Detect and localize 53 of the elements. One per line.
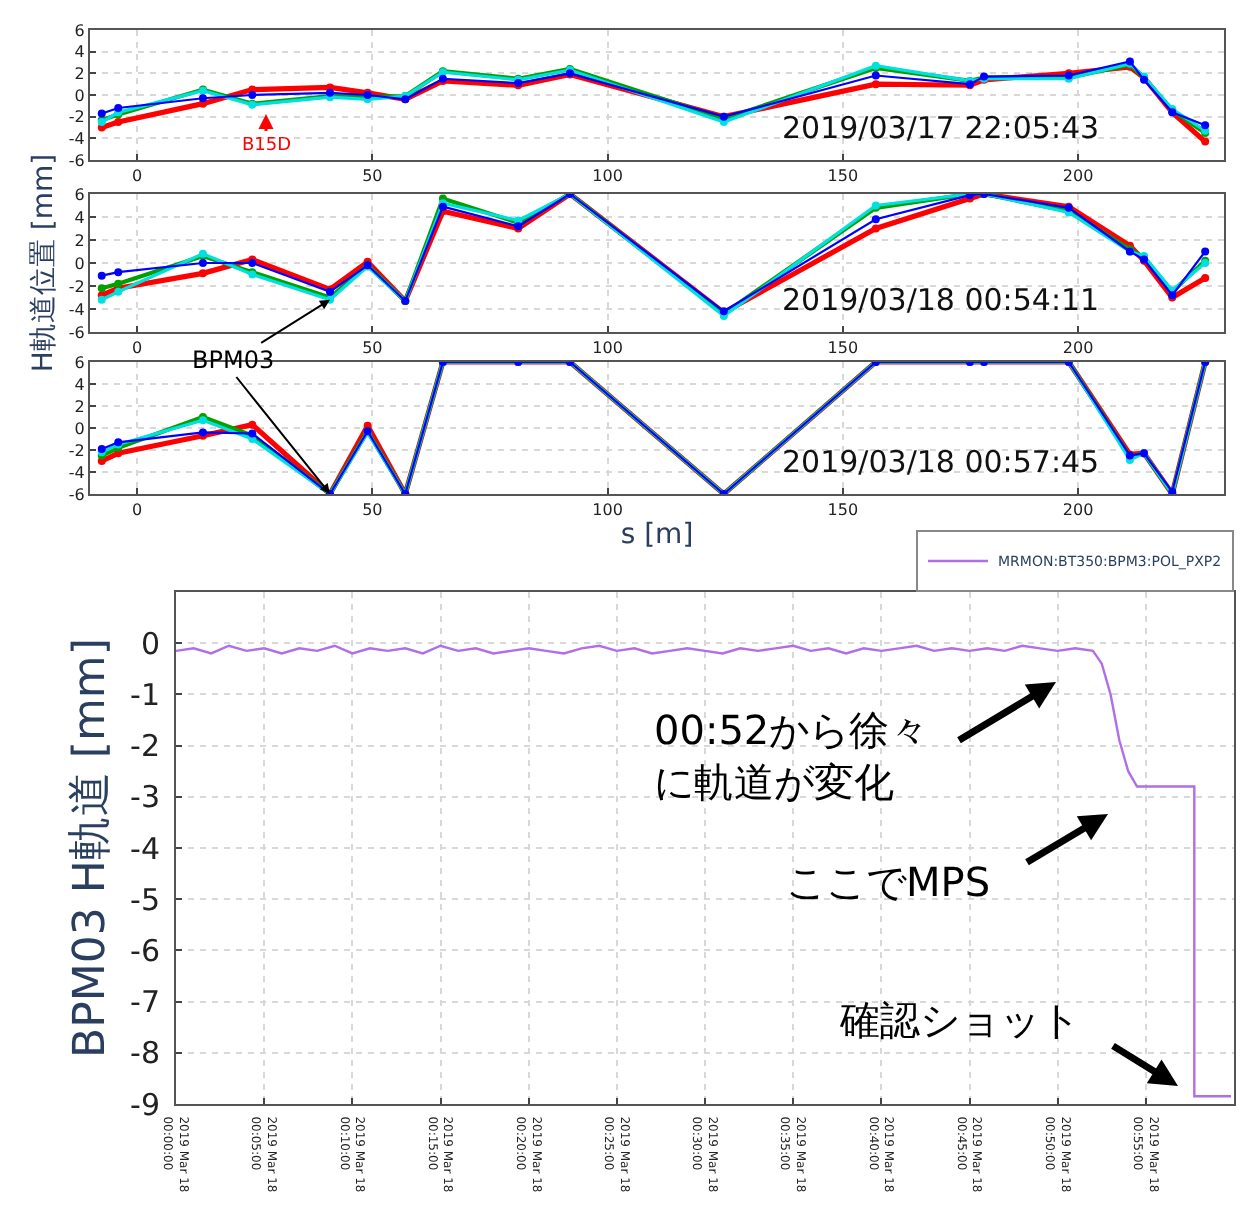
x-tick-label: 200 bbox=[1062, 501, 1094, 520]
y-tick-label: 2 bbox=[74, 64, 85, 83]
x-tick-label: 50 bbox=[362, 501, 383, 520]
annotation: 2019/03/18 00:57:45 bbox=[782, 444, 1100, 480]
y-tick-label: 4 bbox=[74, 375, 85, 394]
y-axis-title: BPM03 H軌道 [mm] bbox=[65, 638, 116, 1058]
x-tick-label: 50 bbox=[362, 339, 383, 358]
x-tick-label: 50 bbox=[362, 167, 383, 186]
y-tick-label: 4 bbox=[74, 208, 85, 227]
y-tick-label: -4 bbox=[68, 300, 85, 319]
annotation: 確認ショット bbox=[838, 996, 1080, 1044]
y-tick-label: 0 bbox=[140, 625, 160, 662]
x-tick-label: 100 bbox=[592, 167, 623, 186]
y-tick-label: -2 bbox=[130, 728, 160, 765]
y-tick-label: -7 bbox=[130, 984, 160, 1021]
x-tick-label: 200 bbox=[1062, 339, 1094, 358]
y-tick-label: -9 bbox=[130, 1086, 160, 1123]
annotation: B15D bbox=[242, 136, 292, 156]
annotation: ここでMPS bbox=[786, 858, 991, 906]
y-tick-label: -4 bbox=[68, 463, 85, 482]
y-tick-label: -6 bbox=[130, 932, 160, 969]
y-tick-label: -8 bbox=[130, 1035, 160, 1072]
y-tick-label: 4 bbox=[74, 43, 85, 62]
y-tick-label: -6 bbox=[68, 485, 85, 504]
y-tick-label: -6 bbox=[68, 323, 85, 342]
y-tick-label: -6 bbox=[68, 151, 85, 170]
y-tick-label: 0 bbox=[74, 86, 85, 105]
y-tick-label: -3 bbox=[130, 779, 160, 816]
y-tick-label: 2 bbox=[74, 231, 85, 250]
y-tick-label: 6 bbox=[74, 21, 85, 40]
annotation: 00:52から徐々に軌道が変化 bbox=[654, 706, 930, 806]
x-tick-label: 100 bbox=[592, 501, 623, 520]
y-tick-label: 0 bbox=[74, 254, 85, 273]
y-tick-label: -1 bbox=[130, 676, 160, 713]
annotation: 2019/03/17 22:05:43 bbox=[782, 110, 1100, 146]
x-tick-label: 150 bbox=[827, 167, 859, 186]
y-tick-label: 6 bbox=[74, 353, 85, 372]
x-tick-label: 200 bbox=[1062, 167, 1094, 186]
x-tick-label: 150 bbox=[827, 501, 859, 520]
annotation: 2019/03/18 00:54:11 bbox=[782, 282, 1100, 318]
x-tick-label: 100 bbox=[592, 339, 623, 358]
y-tick-label: 6 bbox=[74, 185, 85, 204]
x-axis-title: s [m] bbox=[620, 519, 694, 552]
y-tick-label: -2 bbox=[68, 108, 85, 127]
y-tick-label: 0 bbox=[74, 419, 85, 438]
x-tick-label: 150 bbox=[827, 339, 859, 358]
y-axis-title: H軌道位置 [mm] bbox=[28, 153, 61, 373]
y-tick-label: -5 bbox=[130, 881, 160, 918]
y-tick-label: -2 bbox=[68, 441, 85, 460]
y-tick-label: 2 bbox=[74, 397, 85, 416]
y-tick-label: -2 bbox=[68, 277, 85, 296]
y-tick-label: -4 bbox=[130, 830, 160, 867]
y-tick-label: -4 bbox=[68, 129, 85, 148]
